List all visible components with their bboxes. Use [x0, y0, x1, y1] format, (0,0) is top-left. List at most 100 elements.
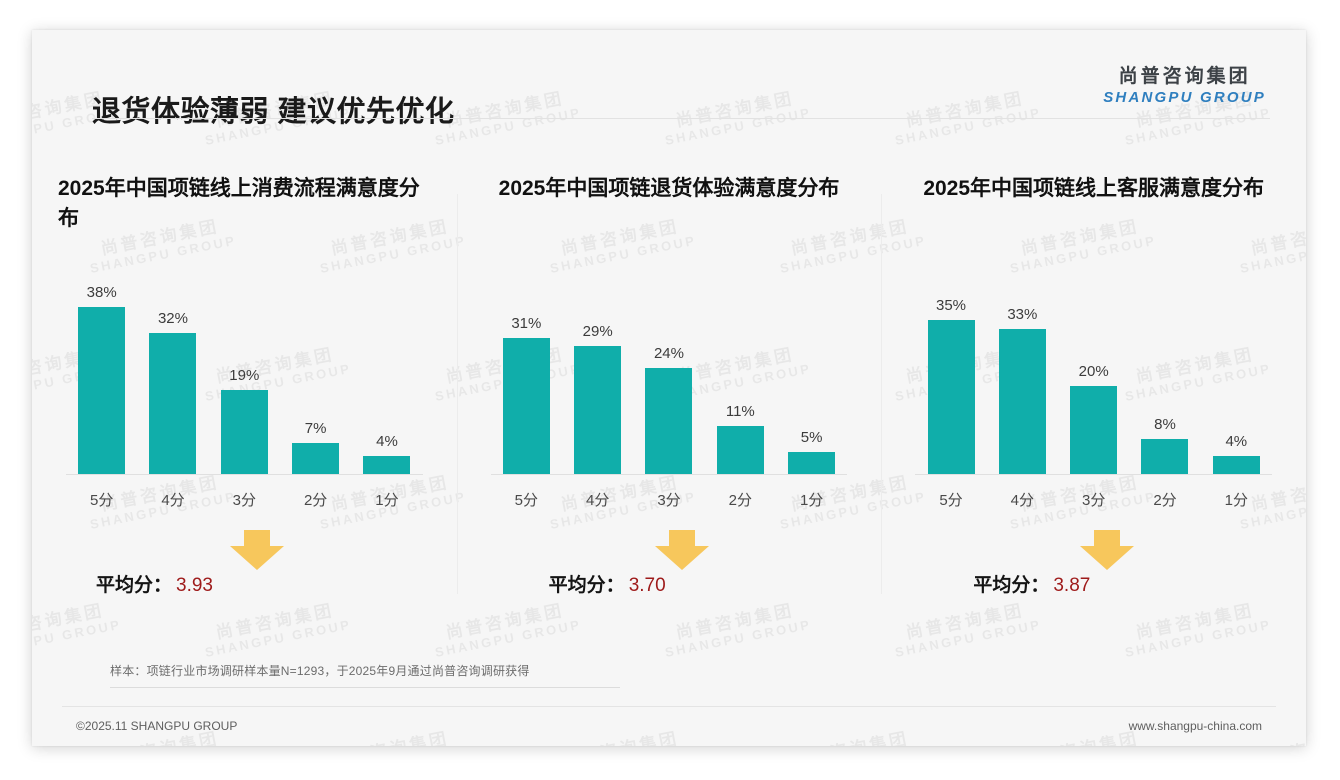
- x-axis-line: [490, 474, 848, 475]
- average-score: 平均分： 3.70: [549, 570, 666, 597]
- logo-english-name: SHANGPU GROUP: [1103, 88, 1266, 106]
- average-score-value: 3.93: [176, 575, 213, 596]
- average-score-label: 平均分：: [548, 575, 625, 596]
- bar-column: 29%: [564, 244, 632, 474]
- bar-column: 20%: [1060, 244, 1128, 474]
- bar-column: 11%: [706, 244, 774, 474]
- charts-row: 2025年中国项链线上消费流程满意度分布 38% 32% 19% 7% 4% 5分 4分 3…: [32, 148, 1306, 668]
- x-axis-tick-label: 4分: [1010, 492, 1034, 509]
- bar-value-label: 5%: [800, 429, 823, 446]
- bar-value-label: 32%: [157, 310, 188, 328]
- bar-chart: 35% 33% 20% 8% 4% 5分 4分 3分 2分 1分: [915, 236, 1273, 526]
- website-url[interactable]: www.shangpu-china.com: [1128, 719, 1262, 733]
- bar: [292, 443, 340, 474]
- bar-column: 24%: [635, 244, 703, 474]
- x-axis-tick-label: 3分: [1081, 492, 1106, 509]
- slide-footer: ©2025.11 SHANGPU GROUP www.shangpu-china…: [32, 706, 1306, 746]
- x-axis-line: [66, 474, 423, 475]
- bar: [788, 452, 836, 474]
- down-arrow-icon: [230, 530, 285, 570]
- x-axis-tick-labels: 5分 4分 3分 2分 1分: [915, 489, 1272, 510]
- x-axis-tick-label: 4分: [161, 492, 185, 509]
- company-logo: 尚普咨询集团 SHANGPU GROUP: [1103, 66, 1266, 107]
- bar-value-label: 7%: [304, 420, 327, 438]
- bar-value-label: 20%: [1078, 363, 1109, 380]
- average-score-label: 平均分：: [96, 575, 173, 596]
- x-axis-tick-label: 5分: [89, 492, 114, 509]
- bar-column: 4%: [1202, 244, 1270, 474]
- x-axis-tick-label: 2分: [1153, 492, 1177, 509]
- x-axis-tick-label: 2分: [303, 492, 328, 509]
- header-divider: [92, 118, 1270, 119]
- bar-value-label: 31%: [511, 314, 542, 332]
- average-score-row: 平均分： 3.93: [66, 526, 423, 612]
- bar: [1070, 386, 1118, 474]
- bar: [1141, 438, 1189, 474]
- bar: [716, 425, 764, 474]
- bar-column: 4%: [353, 244, 421, 474]
- page-title: 退货体验薄弱 建议优先优化: [92, 96, 455, 128]
- bar-value-label: 24%: [653, 345, 684, 363]
- bar-column: 8%: [1131, 244, 1199, 474]
- down-arrow-icon: [1079, 530, 1134, 570]
- average-score-label: 平均分：: [973, 575, 1050, 596]
- bar: [220, 390, 268, 474]
- bar: [574, 346, 622, 474]
- x-axis-tick-labels: 5分 4分 3分 2分 1分: [491, 489, 848, 510]
- x-axis-tick-label: 2分: [728, 492, 752, 509]
- bar-value-label: 4%: [376, 433, 398, 451]
- bar-column: 33%: [988, 244, 1056, 474]
- bar-value-label: 19%: [229, 367, 260, 385]
- bar-value-label: 8%: [1154, 415, 1176, 433]
- bar-column: 32%: [139, 244, 207, 474]
- x-axis-line: [915, 474, 1273, 475]
- bar-column: 5%: [778, 244, 846, 474]
- bar: [149, 333, 197, 474]
- chart-title: 2025年中国项链线上客服满意度分布: [923, 177, 1265, 200]
- bar: [645, 368, 693, 474]
- x-axis-tick-label: 3分: [232, 492, 256, 509]
- x-axis-tick-label: 1分: [799, 492, 824, 509]
- slide-header: 退货体验薄弱 建议优先优化 尚普咨询集团 SHANGPU GROUP: [32, 30, 1306, 128]
- x-axis-tick-label: 1分: [1224, 492, 1248, 509]
- bar: [78, 306, 126, 474]
- bar-column: 19%: [210, 244, 278, 474]
- bar-value-label: 11%: [725, 402, 755, 420]
- x-axis-tick-label: 3分: [657, 492, 681, 509]
- bar-group: 38% 32% 19% 7% 4%: [66, 244, 423, 474]
- logo-chinese-name: 尚普咨询集团: [1118, 66, 1251, 87]
- footnote-block: 样本：项链行业市场调研样本量N=1293，于2025年9月通过尚普咨询调研获得: [110, 662, 1230, 688]
- bar-value-label: 35%: [935, 297, 967, 314]
- x-axis-tick-label: 5分: [939, 492, 963, 509]
- bar-column: 31%: [492, 244, 560, 474]
- x-axis-tick-label: 1分: [375, 492, 399, 509]
- bar: [363, 456, 411, 474]
- down-arrow-icon: [655, 530, 709, 570]
- bar-group: 31% 29% 24% 11% 5%: [491, 244, 848, 474]
- average-score-value: 3.87: [1053, 575, 1091, 596]
- bar-value-label: 38%: [86, 283, 117, 301]
- bar-value-label: 33%: [1007, 305, 1038, 323]
- sample-note: 样本：项链行业市场调研样本量N=1293，于2025年9月通过尚普咨询调研获得: [110, 664, 530, 678]
- average-score-value: 3.70: [628, 575, 666, 596]
- x-axis-tick-labels: 5分 4分 3分 2分 1分: [66, 489, 423, 510]
- chart-panel-return-experience: 2025年中国项链退货体验满意度分布 31% 29% 24% 11% 5% 5分 4分 3分…: [456, 148, 882, 668]
- chart-panel-customer-service: 2025年中国项链线上客服满意度分布 35% 33% 20% 8% 4% 5分 4分 3分 2…: [881, 148, 1306, 668]
- footnote-divider: [110, 687, 620, 688]
- bar-column: 7%: [282, 244, 350, 474]
- bar-value-label: 29%: [582, 323, 613, 341]
- x-axis-tick-label: 5分: [514, 492, 538, 509]
- bar: [502, 337, 550, 474]
- bar-group: 35% 33% 20% 8% 4%: [915, 244, 1272, 474]
- slide-canvas: 尚普咨询集团 SHANGPU GROUP 尚普咨询集团 SHANGPU GROUP 尚普…: [32, 30, 1306, 746]
- bar-chart: 38% 32% 19% 7% 4% 5分 4分 3分 2分 1分: [66, 236, 423, 526]
- bar-column: 38%: [68, 244, 136, 474]
- x-axis-tick-label: 4分: [585, 492, 610, 509]
- bar: [927, 320, 975, 474]
- bar-column: 35%: [917, 244, 985, 474]
- bar: [1212, 456, 1260, 474]
- footer-divider: [62, 706, 1276, 707]
- average-score: 平均分： 3.87: [973, 570, 1090, 597]
- bar-value-label: 4%: [1225, 433, 1248, 451]
- average-score-row: 平均分： 3.70: [491, 526, 848, 612]
